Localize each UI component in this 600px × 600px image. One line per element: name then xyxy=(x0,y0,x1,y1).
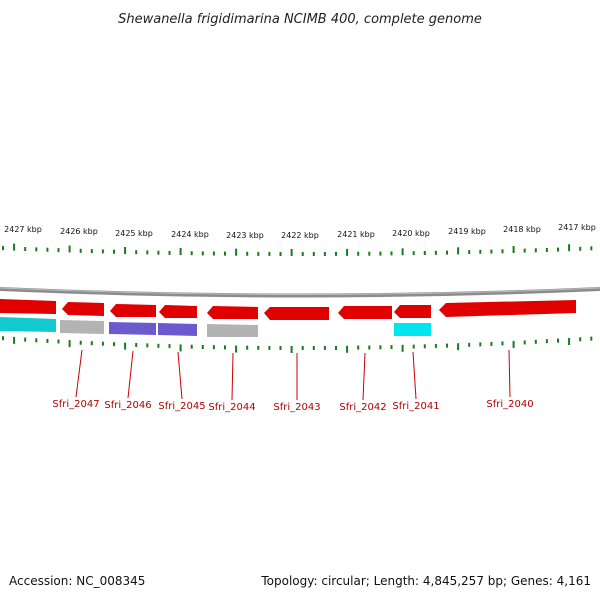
kbp-label: 2425 kbp xyxy=(115,229,153,238)
genome-summary-text: Topology: circular; Length: 4,845,257 bp… xyxy=(260,574,591,588)
kbp-label: 2418 kbp xyxy=(503,225,541,234)
gene-label-lines xyxy=(75,349,511,401)
cog-track xyxy=(0,317,431,337)
cog-block xyxy=(394,323,431,336)
kbp-label: 2424 kbp xyxy=(171,230,209,239)
kbp-label: 2426 kbp xyxy=(60,227,98,236)
gene-label: Sfri_2046 xyxy=(104,400,151,411)
gene-label: Sfri_2047 xyxy=(52,399,99,410)
gene-label: Sfri_2045 xyxy=(158,401,205,412)
gene-label: Sfri_2042 xyxy=(339,402,386,413)
cds-arrow xyxy=(0,299,56,314)
genome-backbone xyxy=(0,287,600,298)
gene-label: Sfri_2044 xyxy=(208,402,255,413)
label-line xyxy=(177,351,183,400)
gene-label: Sfri_2040 xyxy=(486,399,533,410)
kbp-label: 2419 kbp xyxy=(448,227,486,236)
cds-arrow xyxy=(394,305,431,318)
kbp-label: 2421 kbp xyxy=(337,230,375,239)
cds-arrow xyxy=(207,306,258,319)
gene-label: Sfri_2043 xyxy=(273,402,320,413)
cds-arrow xyxy=(264,307,329,320)
kbp-label: 2422 kbp xyxy=(281,231,319,240)
label-line xyxy=(412,351,417,400)
cds-track xyxy=(0,299,576,320)
tick-row-bottom xyxy=(2,336,593,353)
accession-text: Accession: NC_008345 xyxy=(9,574,145,588)
label-line xyxy=(362,352,366,401)
tick-row-top xyxy=(2,243,593,256)
genome-backbone-highlight xyxy=(0,287,600,295)
kbp-label: 2427 kbp xyxy=(4,225,42,234)
cds-arrow xyxy=(62,302,104,316)
cds-arrow xyxy=(439,300,576,317)
kbp-label: 2420 kbp xyxy=(392,229,430,238)
label-line xyxy=(231,352,234,401)
label-line xyxy=(127,350,134,399)
cog-block xyxy=(158,323,197,336)
label-line xyxy=(508,349,511,398)
gene-labels: Sfri_2047 Sfri_2046 Sfri_2045 Sfri_2044 … xyxy=(52,399,533,413)
cds-arrow xyxy=(338,306,392,319)
kbp-label: 2423 kbp xyxy=(226,231,264,240)
label-line xyxy=(75,349,83,398)
gene-label: Sfri_2041 xyxy=(392,401,439,412)
cog-block xyxy=(60,320,104,334)
cog-block xyxy=(0,317,56,332)
cog-block xyxy=(109,322,156,335)
map-title: Shewanella frigidimarina NCIMB 400, comp… xyxy=(118,12,482,27)
kbp-scale-labels: 2427 kbp 2426 kbp 2425 kbp 2424 kbp 2423… xyxy=(4,223,596,240)
cog-block xyxy=(207,324,258,337)
cds-arrow xyxy=(110,304,156,317)
cds-arrow xyxy=(159,305,197,318)
kbp-label: 2417 kbp xyxy=(558,223,596,232)
